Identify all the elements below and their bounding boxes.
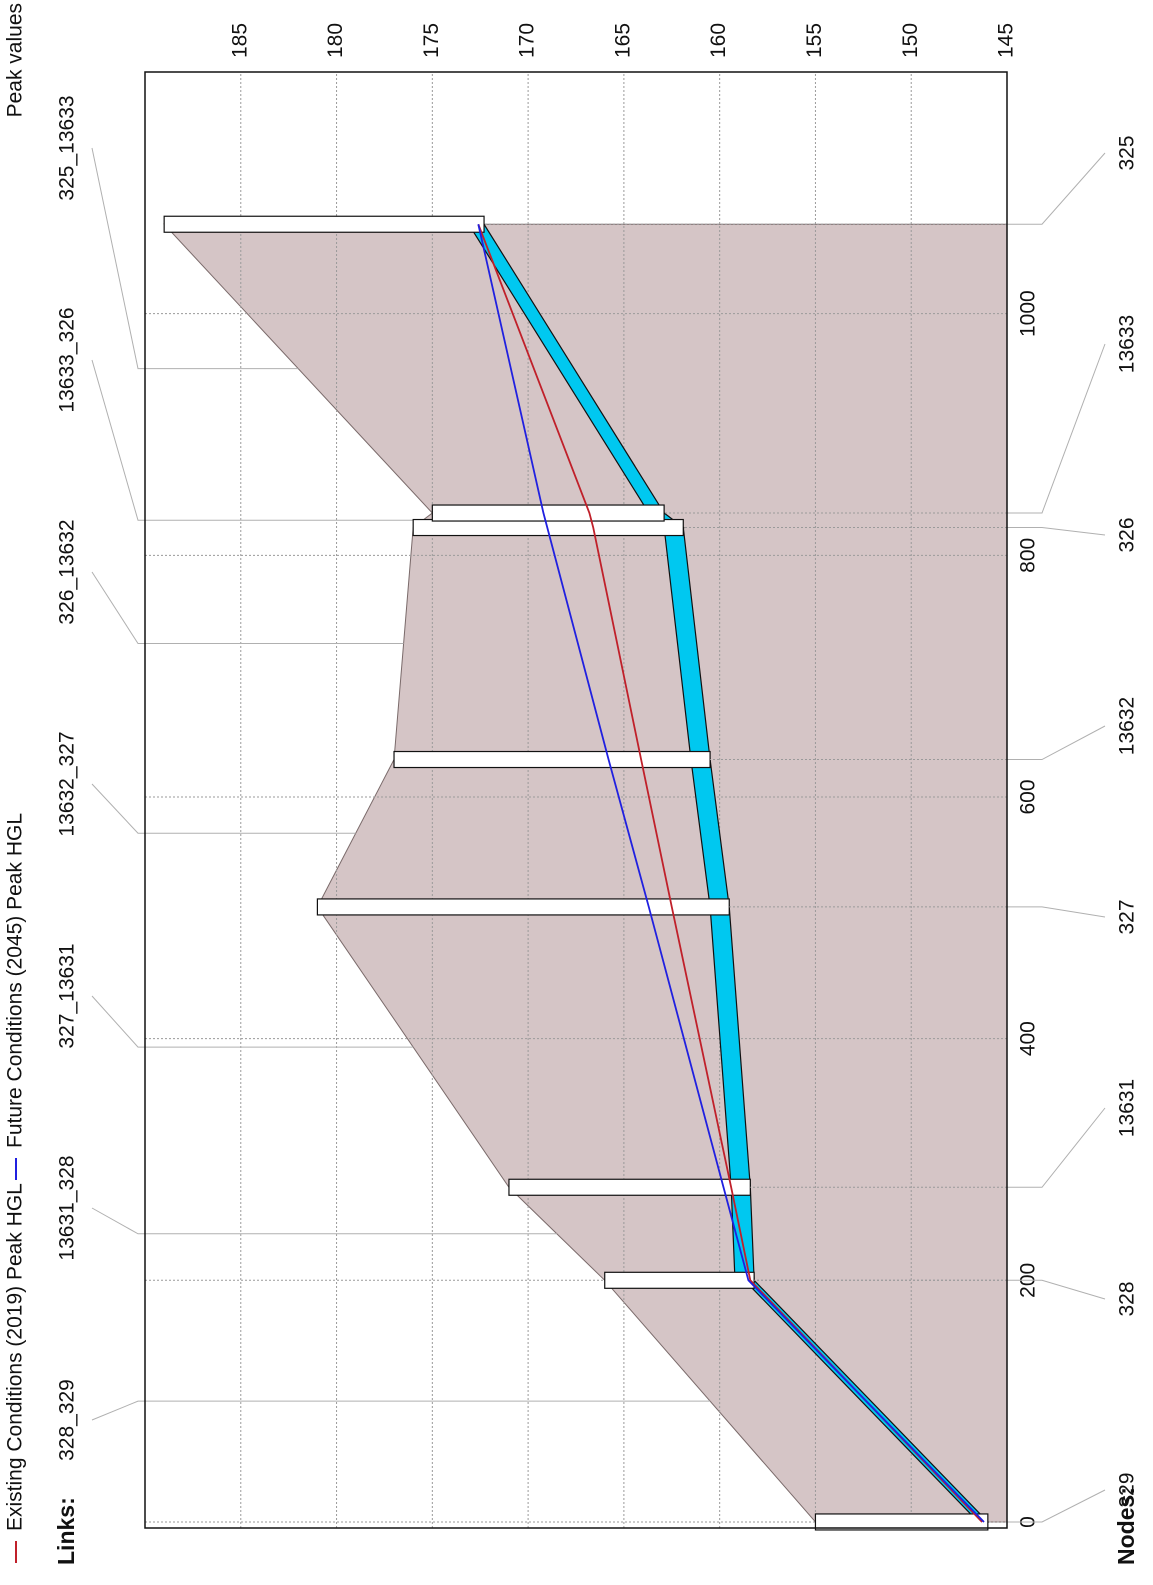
node-label: 327 <box>1116 899 1139 934</box>
link-label: 325_13633 <box>56 95 79 200</box>
y-tick-label: 180 <box>324 23 347 58</box>
hgl-line <box>477 224 985 1523</box>
legend-label: Peak values <box>4 3 27 117</box>
nodes-label: Nodes: <box>1113 1487 1139 1565</box>
ground-surface <box>163 223 1008 1523</box>
node-leader <box>1007 527 1106 536</box>
legend-entry: Future Conditions (2045) Peak HGL <box>4 813 27 1148</box>
link-label: 13632_327 <box>56 731 79 836</box>
manhole <box>814 1513 989 1531</box>
y-tick-label: 160 <box>707 23 730 58</box>
node-label: 326 <box>1116 517 1139 552</box>
node-leader <box>1007 1279 1106 1300</box>
link-leader <box>91 1400 711 1421</box>
manhole <box>316 898 730 916</box>
links-label: Links: <box>53 1497 79 1565</box>
link-label: 328_329 <box>56 1379 79 1461</box>
link-leader <box>91 147 299 370</box>
link-leader <box>91 1207 557 1235</box>
plot-frame: Links: Nodes: Peak values 02004006008001… <box>4 3 1140 1565</box>
link-leader <box>91 571 404 645</box>
y-tick-label: 145 <box>995 23 1018 58</box>
x-tick-label: 1000 <box>1017 290 1040 337</box>
x-tick-label: 800 <box>1017 538 1040 573</box>
plot-border <box>144 71 1008 1529</box>
link-label: 327_13631 <box>56 943 79 1048</box>
node-leader <box>1007 725 1106 761</box>
legend-entry: Existing Conditions (2019) Peak HGL <box>4 1183 27 1531</box>
node-leader <box>1007 1107 1106 1188</box>
y-tick-label: 150 <box>899 23 922 58</box>
node-leader <box>1007 343 1106 514</box>
y-tick-label: 165 <box>611 23 634 58</box>
y-tick-label: 175 <box>420 23 443 58</box>
y-tick-label: 185 <box>228 23 251 58</box>
node-leader <box>1007 1489 1106 1523</box>
node-label: 13631 <box>1116 1079 1139 1137</box>
node-label: 13633 <box>1116 315 1139 373</box>
link-leader <box>91 995 414 1048</box>
node-leader <box>1007 152 1106 225</box>
link-label: 326_13632 <box>56 519 79 624</box>
manhole <box>604 1271 755 1289</box>
node-label: 329 <box>1116 1472 1139 1507</box>
node-leader <box>1007 906 1106 918</box>
hgl-line <box>477 223 983 1523</box>
manhole <box>508 1178 751 1196</box>
x-tick-label: 600 <box>1017 779 1040 814</box>
node-label: 325 <box>1116 135 1139 170</box>
node-label: 13632 <box>1116 697 1139 755</box>
y-tick-label: 155 <box>803 23 826 58</box>
link-leader <box>91 359 423 521</box>
link-leader <box>91 783 356 834</box>
y-tick-label: 170 <box>516 23 539 58</box>
x-tick-label: 400 <box>1017 1021 1040 1056</box>
manhole <box>163 215 485 233</box>
node-label: 328 <box>1116 1281 1139 1316</box>
manhole <box>431 504 665 522</box>
link-label: 13633_326 <box>56 307 79 412</box>
link-label: 13631_328 <box>56 1155 79 1260</box>
manhole <box>393 750 711 769</box>
